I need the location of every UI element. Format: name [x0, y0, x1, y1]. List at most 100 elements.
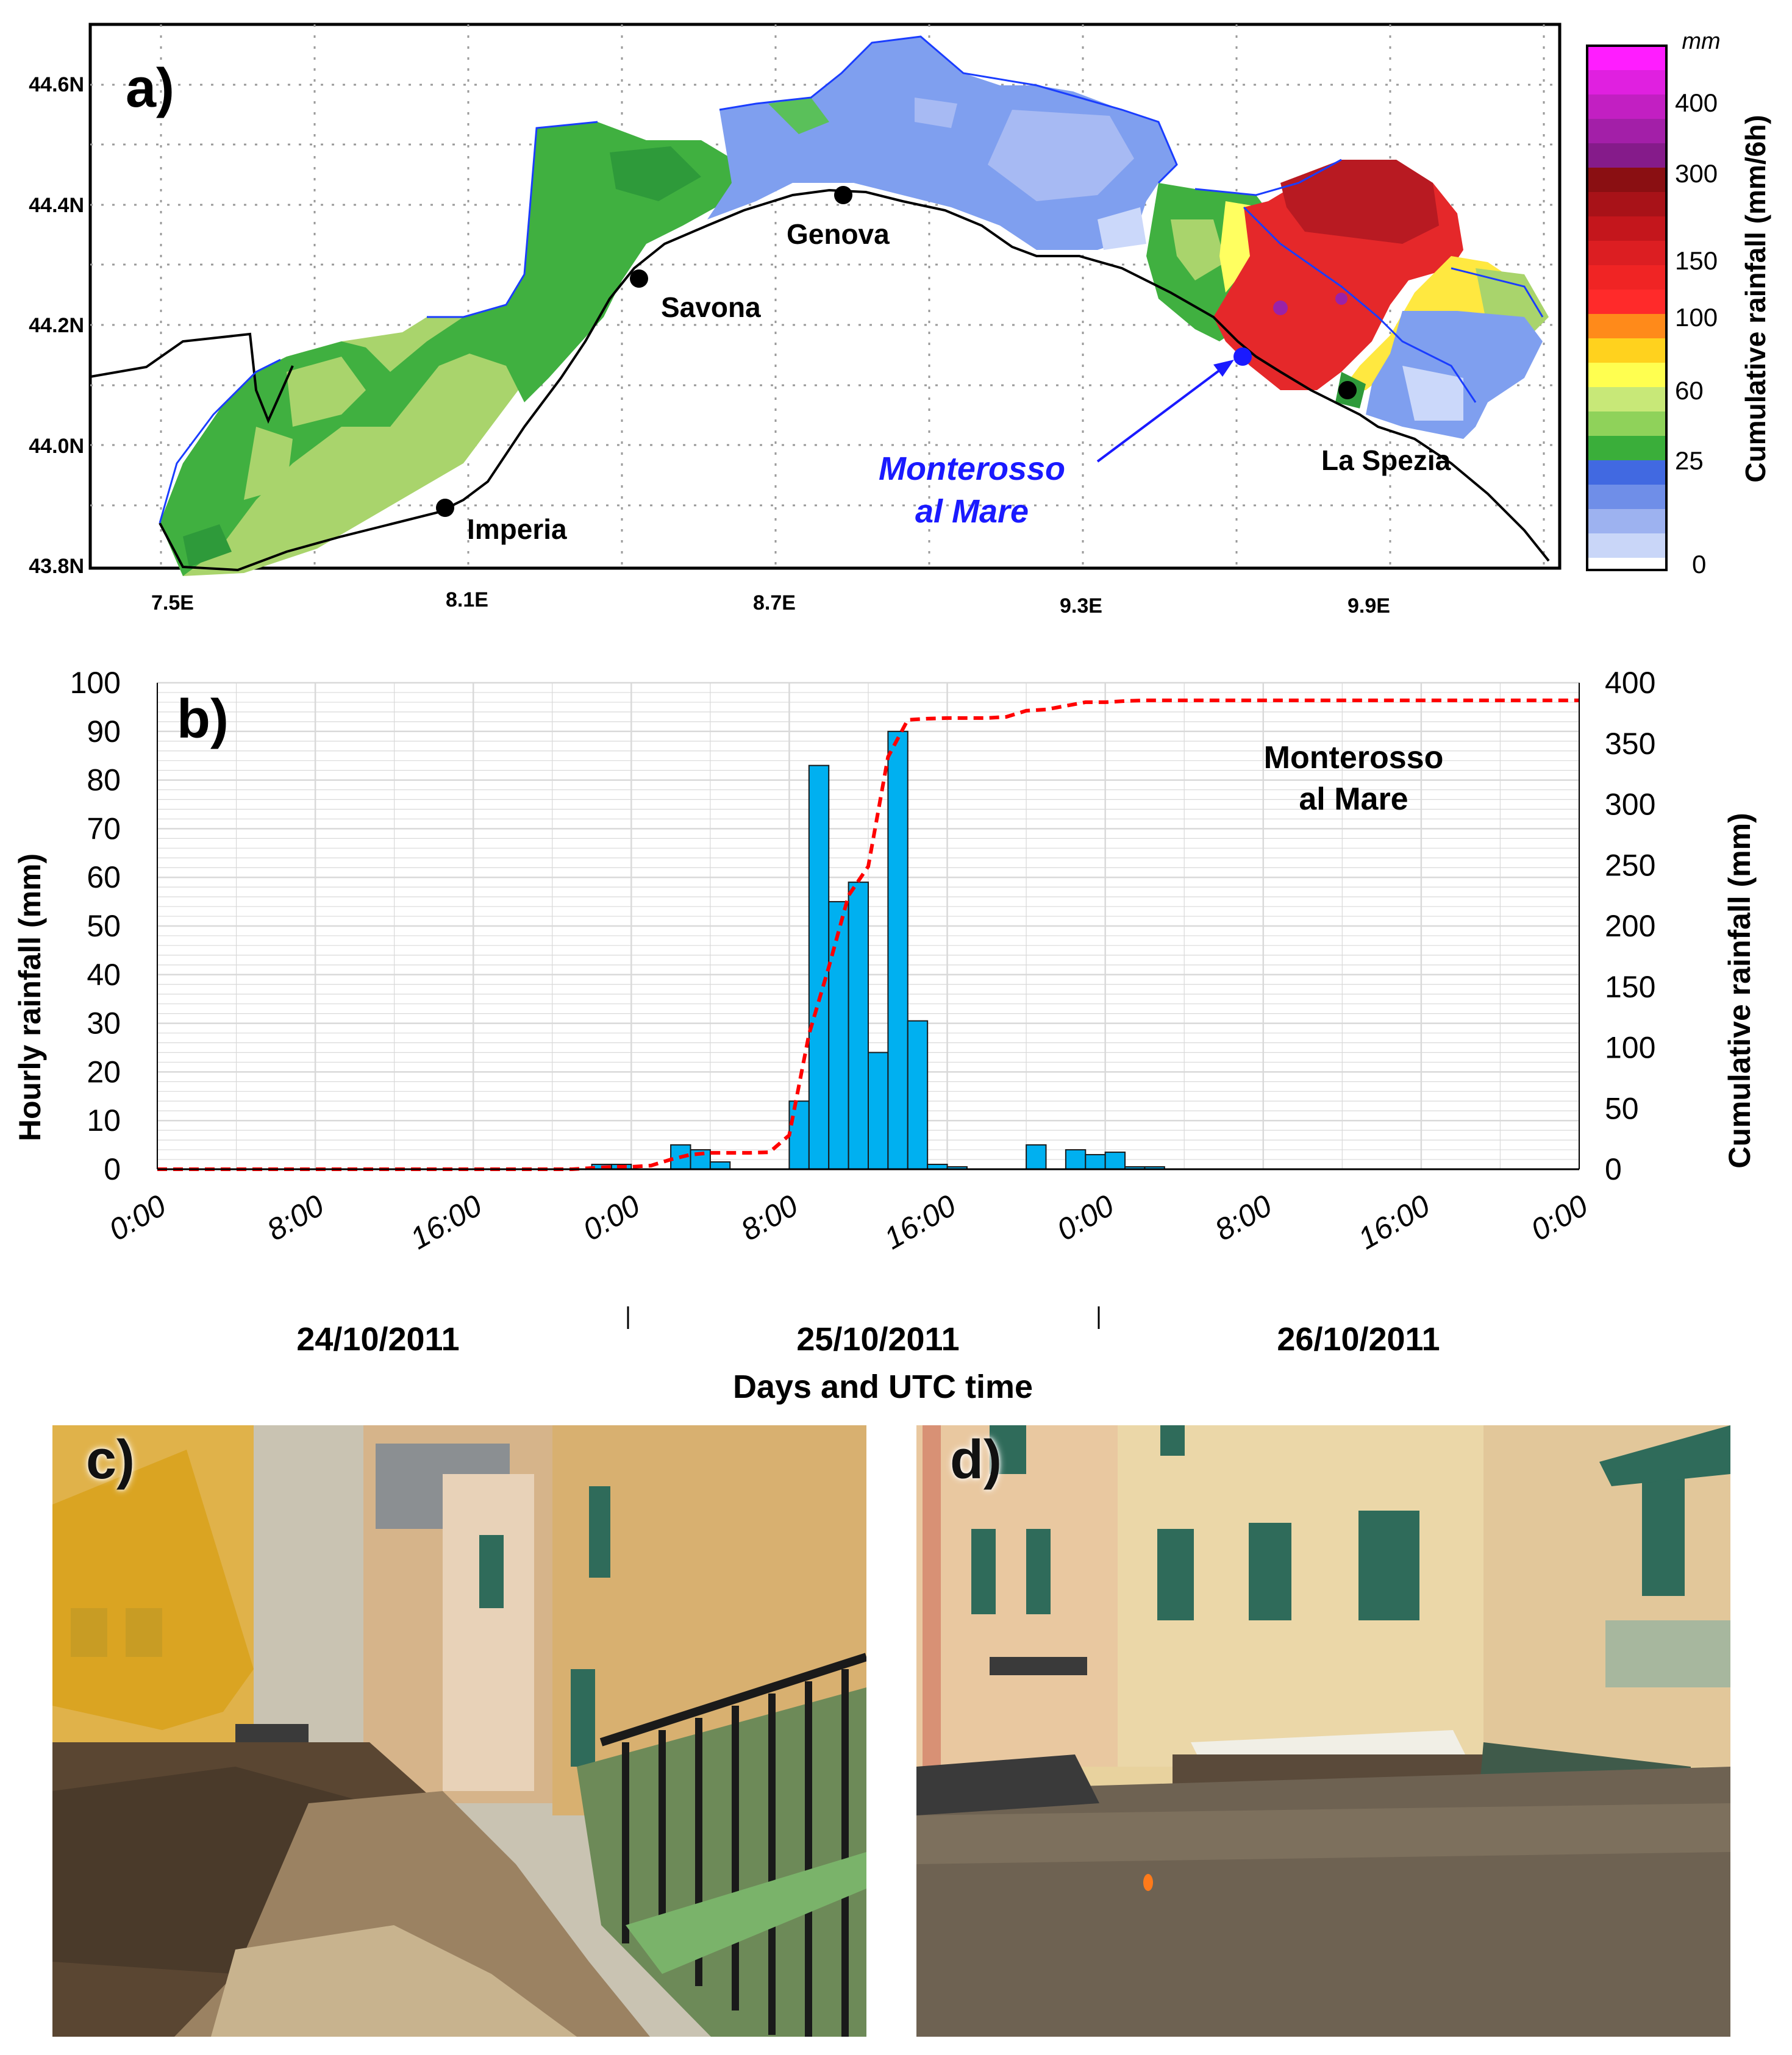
- savona-marker: [630, 269, 648, 288]
- hourly-bars: [591, 730, 1165, 1170]
- time-tick-label: 0:00: [577, 1188, 646, 1247]
- hourly-bar: [848, 881, 869, 1170]
- left-axis-ticks: 0 10 20 30 40 50 60 70 80 90 100: [70, 666, 121, 1186]
- colorbar-tick: 400: [1675, 88, 1718, 117]
- day-label: 25/10/2011: [796, 1321, 959, 1358]
- region-borders: [159, 35, 1544, 524]
- genova-marker: [834, 186, 852, 204]
- hourly-bar: [788, 1100, 810, 1170]
- monterosso-marker: [1233, 347, 1252, 366]
- left-axis-label: Hourly rainfall (mm): [13, 853, 47, 1141]
- right-tick-label: 0: [1605, 1152, 1622, 1186]
- left-tick-label: 50: [87, 909, 121, 943]
- left-tick-label: 20: [87, 1055, 121, 1089]
- day-label: 26/10/2011: [1277, 1321, 1440, 1358]
- rainfall-field: [160, 37, 1549, 576]
- highlight-arrowhead: [1213, 360, 1234, 377]
- city-markers: [436, 186, 1357, 517]
- rainfall-map: Genova Savona Imperia La Spezia Monteros…: [29, 23, 1771, 618]
- panel-b-label: b): [177, 689, 229, 750]
- colorbar-tick: 100: [1675, 303, 1718, 332]
- chart-axes: [157, 683, 1580, 1170]
- colorbar-title: Cumulative rainfall (mm/6h): [1740, 115, 1771, 482]
- right-tick-label: 100: [1605, 1031, 1655, 1065]
- lon-label: 9.9E: [1348, 594, 1390, 618]
- lat-label: 44.6N: [29, 73, 84, 96]
- left-tick-label: 70: [87, 811, 121, 846]
- colorbar: [1586, 45, 1668, 571]
- lat-label: 43.8N: [29, 555, 84, 578]
- right-axis-ticks: 0 50 100 150 200 250 300 350 400: [1605, 666, 1655, 1186]
- panel-a-label: a): [126, 58, 174, 119]
- left-tick-label: 80: [87, 763, 121, 797]
- right-tick-label: 50: [1605, 1091, 1639, 1125]
- city-label-la-spezia: La Spezia: [1321, 444, 1451, 476]
- hourly-bar: [709, 1161, 731, 1170]
- cumulative-line: [157, 698, 1579, 1171]
- lat-label: 44.4N: [29, 194, 84, 217]
- station-label-line2: al Mare: [1299, 782, 1408, 817]
- right-tick-label: 250: [1605, 848, 1655, 882]
- time-tick-label: 0:00: [1051, 1188, 1119, 1247]
- hourly-bar: [887, 730, 908, 1170]
- hourly-bar: [868, 1052, 889, 1170]
- colorbar-tick: 60: [1675, 376, 1704, 405]
- lat-label: 44.2N: [29, 314, 84, 337]
- colorbar-ticks: 400 300 150 100 60 25 0: [1675, 88, 1718, 579]
- right-tick-label: 300: [1605, 788, 1655, 822]
- panel-d-label: d): [950, 1430, 1002, 1490]
- left-tick-label: 30: [87, 1006, 121, 1041]
- rainfall-chart: 0 10 20 30 40 50 60 70 80 90 100 0 50 100 150 200 250 30…: [13, 666, 1757, 1405]
- right-tick-label: 150: [1605, 970, 1655, 1004]
- coastline: [90, 188, 1550, 572]
- hourly-bar: [828, 901, 849, 1170]
- time-tick-label: 8:00: [1209, 1188, 1277, 1247]
- lon-label: 8.7E: [753, 591, 796, 614]
- right-axis-label: Cumulative rainfall (mm): [1722, 813, 1757, 1168]
- rainfall-map-panel: Genova Savona Imperia La Spezia Monteros…: [0, 0, 1792, 634]
- hourly-bar: [1104, 1152, 1126, 1170]
- city-label-imperia: Imperia: [467, 513, 567, 545]
- hourly-bar: [1085, 1154, 1106, 1170]
- lon-label: 9.3E: [1060, 594, 1102, 618]
- city-label-savona: Savona: [661, 291, 761, 323]
- hourly-bar: [1065, 1149, 1087, 1170]
- left-tick-label: 100: [70, 666, 121, 700]
- time-tick-label: 0:00: [103, 1188, 171, 1247]
- la-spezia-marker: [1338, 381, 1357, 399]
- time-tick-label: 8:00: [735, 1188, 804, 1247]
- photo-d-illustration: [916, 1425, 1730, 2037]
- left-tick-label: 40: [87, 958, 121, 992]
- photo-c-illustration: [52, 1425, 866, 2037]
- time-tick-label: 16:00: [1352, 1188, 1436, 1256]
- lat-label: 44.0N: [29, 435, 84, 458]
- highlight-arrow: [1096, 365, 1227, 463]
- colorbar-tick: 25: [1675, 446, 1704, 475]
- lat-labels: 44.6N 44.4N 44.2N 44.0N 43.8N: [29, 73, 84, 578]
- photo-c: c): [52, 1425, 866, 2037]
- time-tick-label: 8:00: [261, 1188, 329, 1247]
- highlight-label-line1: Monterosso: [879, 451, 1065, 487]
- right-tick-label: 200: [1605, 909, 1655, 943]
- right-tick-label: 400: [1605, 666, 1655, 700]
- day-label: 24/10/2011: [296, 1321, 459, 1358]
- city-label-genova: Genova: [787, 218, 890, 250]
- left-tick-label: 90: [87, 714, 121, 749]
- time-tick-label: 0:00: [1525, 1188, 1593, 1247]
- panel-c-label: c): [86, 1430, 135, 1490]
- hourly-bar: [808, 764, 830, 1170]
- hourly-bar: [907, 1020, 929, 1170]
- lon-label: 7.5E: [151, 591, 194, 614]
- station-label-line1: Monterosso: [1264, 740, 1444, 775]
- time-ticks: 0:00 8:00 16:00 0:00 8:00 16:00 0:00 8:00 16:00 0…: [103, 1188, 1593, 1256]
- left-tick-label: 0: [104, 1152, 121, 1186]
- lon-labels: 7.5E 8.1E 8.7E 9.3E 9.9E: [151, 588, 1390, 618]
- colorbar-tick: 300: [1675, 159, 1718, 188]
- left-tick-label: 10: [87, 1103, 121, 1138]
- colorbar-tick: 150: [1675, 246, 1718, 275]
- colorbar-unit: mm: [1682, 29, 1720, 54]
- lon-label: 8.1E: [446, 588, 488, 611]
- imperia-marker: [436, 499, 454, 517]
- x-axis-label: Days and UTC time: [733, 1369, 1033, 1405]
- time-tick-label: 16:00: [879, 1188, 962, 1256]
